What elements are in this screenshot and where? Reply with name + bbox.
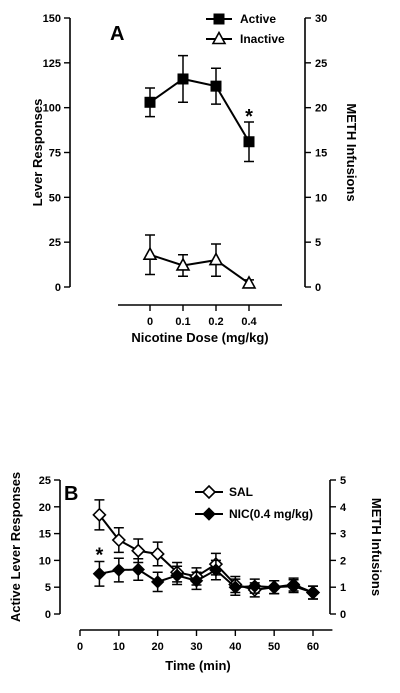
y2-tick-label: 25 <box>315 58 327 70</box>
x-tick-label: 0.4 <box>241 316 257 328</box>
x-axis-label: Nicotine Dose (mg/kg) <box>131 330 268 345</box>
data-point <box>286 577 301 592</box>
legend-label: Inactive <box>240 32 285 46</box>
y2-axis-label: METH Infusions <box>369 498 384 596</box>
legend-marker <box>211 30 227 45</box>
y-tick-label: 5 <box>45 582 51 594</box>
legend-label: SAL <box>229 485 253 499</box>
data-point <box>241 275 257 289</box>
x-tick-label: 0 <box>77 641 83 653</box>
y2-tick-label: 5 <box>315 237 321 249</box>
y-tick-label: 100 <box>43 103 61 115</box>
data-point <box>175 257 191 271</box>
data-point <box>150 575 165 589</box>
x-tick-label: 10 <box>113 641 125 653</box>
y-tick-label: 75 <box>49 148 61 160</box>
data-point <box>92 507 107 522</box>
series-line <box>149 77 250 143</box>
y-tick-label: 125 <box>43 58 61 70</box>
legend-marker <box>202 507 216 521</box>
series-line <box>149 253 250 285</box>
y-axis-label: Active Lever Responses <box>8 472 23 622</box>
significance-marker: * <box>96 544 104 566</box>
y2-tick-label: 10 <box>315 192 327 204</box>
y2-tick-label: 15 <box>315 148 327 160</box>
x-axis-label: Time (min) <box>165 658 231 673</box>
data-point <box>144 96 156 108</box>
y-tick-label: 50 <box>49 192 61 204</box>
data-point <box>208 251 224 266</box>
x-tick-label: 0.2 <box>208 316 223 328</box>
y-tick-label: 10 <box>39 555 51 567</box>
data-point <box>92 567 107 581</box>
y-tick-label: 150 <box>43 13 61 25</box>
x-tick-label: 0 <box>147 316 153 328</box>
data-point <box>111 532 126 548</box>
data-point <box>228 580 243 594</box>
y2-tick-label: 4 <box>340 502 347 514</box>
y-tick-label: 0 <box>55 282 61 294</box>
legend-marker <box>201 484 217 500</box>
data-point <box>177 73 189 85</box>
data-point <box>150 546 165 562</box>
data-point <box>131 562 145 577</box>
data-point <box>170 568 184 583</box>
series-line <box>98 514 314 594</box>
x-tick-label: 20 <box>152 641 164 653</box>
x-tick-label: 30 <box>190 641 202 653</box>
y2-tick-label: 2 <box>340 555 346 567</box>
panel-a: 0 25 50 75 100 125 150 0 5 10 15 20 25 30 0 0.1 0.2 0.4 Ni… <box>30 12 359 345</box>
y-tick-label: 25 <box>49 237 61 249</box>
y2-tick-label: 0 <box>340 609 346 621</box>
x-tick-label: 50 <box>268 641 280 653</box>
x-tick-label: 0.1 <box>175 316 190 328</box>
data-point <box>243 136 255 148</box>
y-tick-label: 0 <box>45 609 51 621</box>
y-tick-label: 20 <box>39 502 51 514</box>
legend-marker <box>213 13 225 25</box>
y-tick-label: 25 <box>39 475 51 487</box>
y2-tick-label: 20 <box>315 103 327 115</box>
data-point <box>112 563 126 577</box>
y2-tick-label: 5 <box>340 475 346 487</box>
data-point <box>210 80 222 92</box>
y2-tick-label: 30 <box>315 13 327 25</box>
y-tick-label: 15 <box>39 529 51 541</box>
data-point <box>142 246 158 261</box>
y2-tick-label: 3 <box>340 529 346 541</box>
data-point <box>267 580 281 594</box>
significance-marker: * <box>245 106 253 128</box>
x-tick-label: 40 <box>229 641 241 653</box>
panel-label: B <box>64 483 78 505</box>
x-tick-label: 60 <box>307 641 319 653</box>
legend-label: Active <box>240 12 276 26</box>
y-axis-label: Lever Responses <box>30 99 45 207</box>
series-line <box>99 568 314 594</box>
data-point <box>248 579 262 593</box>
data-point <box>189 574 204 588</box>
data-point <box>306 585 320 600</box>
data-point <box>209 563 223 577</box>
data-point <box>131 543 146 558</box>
panel-label: A <box>110 23 124 45</box>
legend-label: NIC(0.4 mg/kg) <box>229 507 313 521</box>
y2-axis-label: METH Infusions <box>344 103 359 201</box>
y2-tick-label: 1 <box>340 582 346 594</box>
y2-tick-label: 0 <box>315 282 321 294</box>
